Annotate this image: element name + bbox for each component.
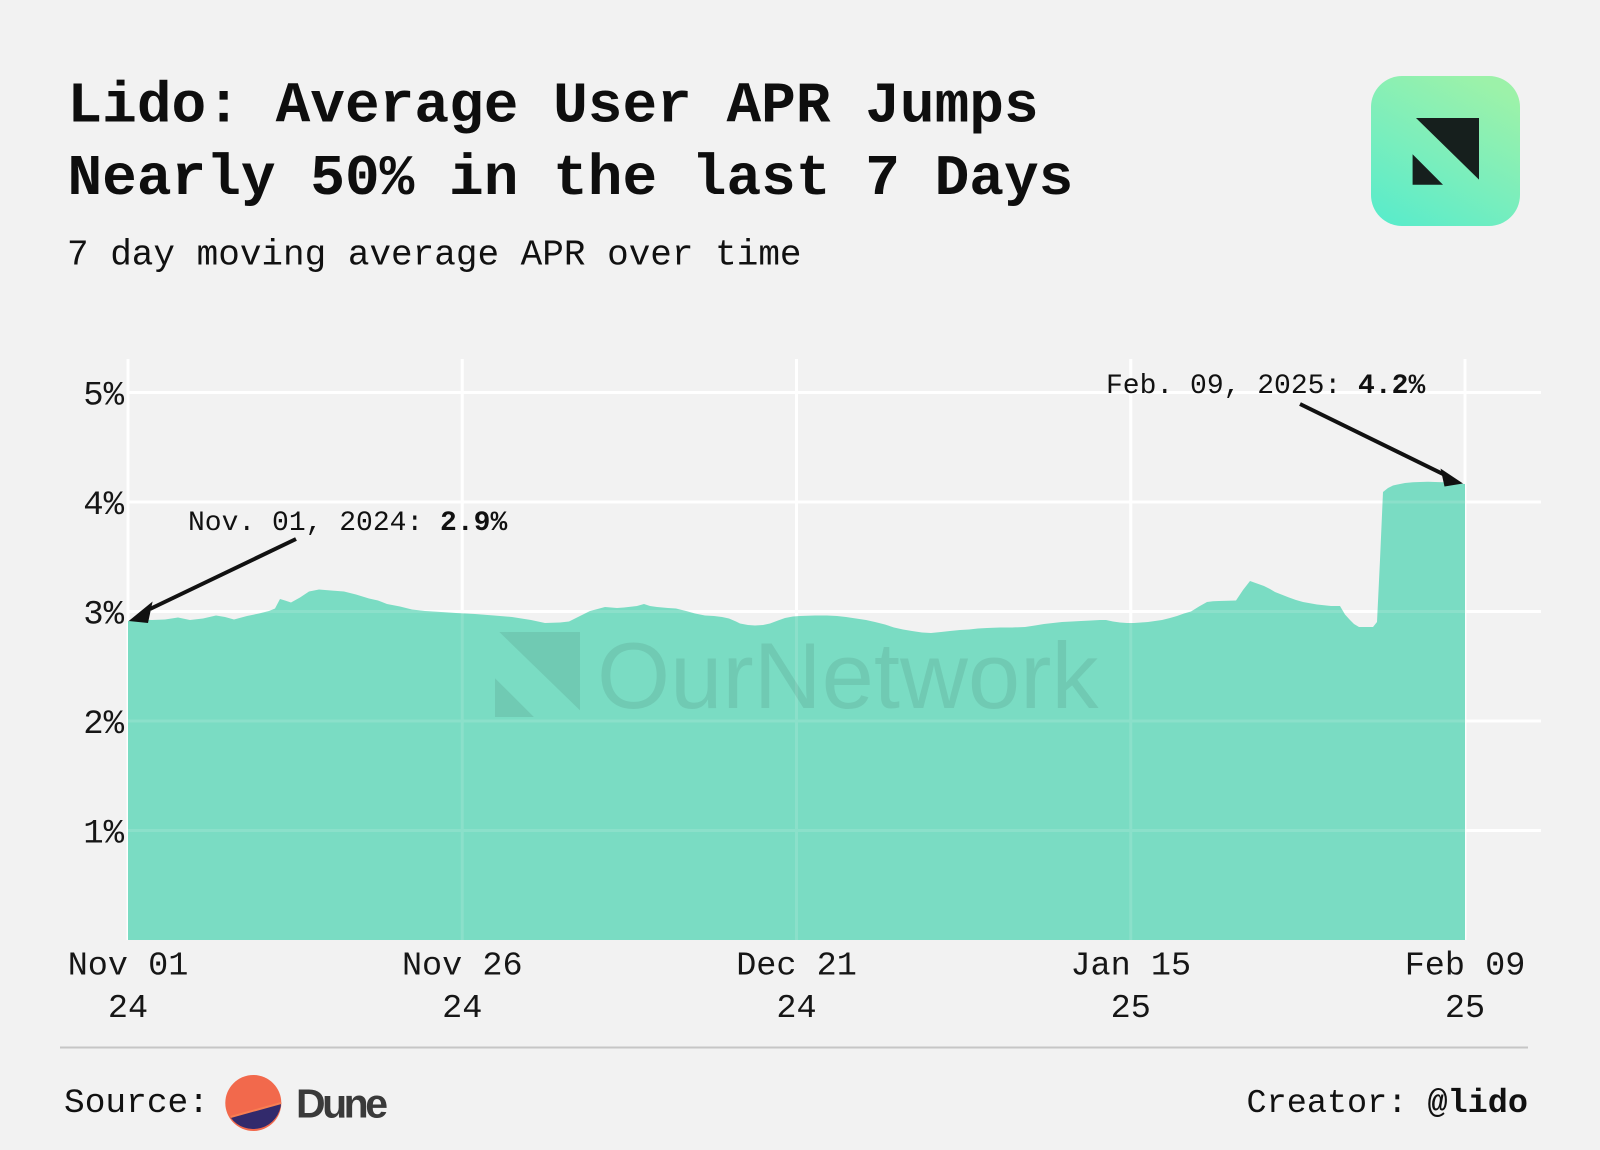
svg-text:Creator: @lido: Creator: @lido xyxy=(1247,1085,1528,1123)
svg-text:2%: 2% xyxy=(83,706,124,744)
svg-text:25: 25 xyxy=(1445,990,1485,1028)
svg-text:3%: 3% xyxy=(83,597,124,635)
svg-text:24: 24 xyxy=(776,990,816,1028)
svg-text:4%: 4% xyxy=(83,487,124,525)
svg-text:Nov 01: Nov 01 xyxy=(68,948,189,986)
svg-text:Nearly 50% in the last 7 Days: Nearly 50% in the last 7 Days xyxy=(68,147,1074,212)
svg-text:1%: 1% xyxy=(83,816,124,854)
svg-text:7 day moving average APR over: 7 day moving average APR over time xyxy=(67,235,802,276)
svg-text:Lido: Average User APR Jumps: Lido: Average User APR Jumps xyxy=(68,75,1039,140)
svg-text:5%: 5% xyxy=(83,378,124,416)
svg-text:25: 25 xyxy=(1111,990,1151,1028)
svg-text:OurNetwork: OurNetwork xyxy=(597,623,1099,728)
svg-text:Jan 15: Jan 15 xyxy=(1070,948,1191,986)
svg-text:24: 24 xyxy=(442,990,482,1028)
svg-text:Feb. 09, 2025: 4.2%: Feb. 09, 2025: 4.2% xyxy=(1106,371,1425,402)
svg-text:Nov 26: Nov 26 xyxy=(402,948,523,986)
svg-text:24: 24 xyxy=(108,990,148,1028)
svg-text:Nov. 01, 2024: 2.9%: Nov. 01, 2024: 2.9% xyxy=(188,508,507,539)
svg-text:Dune: Dune xyxy=(296,1081,387,1127)
svg-text:Feb 09: Feb 09 xyxy=(1405,948,1526,986)
svg-text:Dec 21: Dec 21 xyxy=(736,948,857,986)
svg-text:Source:: Source: xyxy=(64,1084,209,1123)
